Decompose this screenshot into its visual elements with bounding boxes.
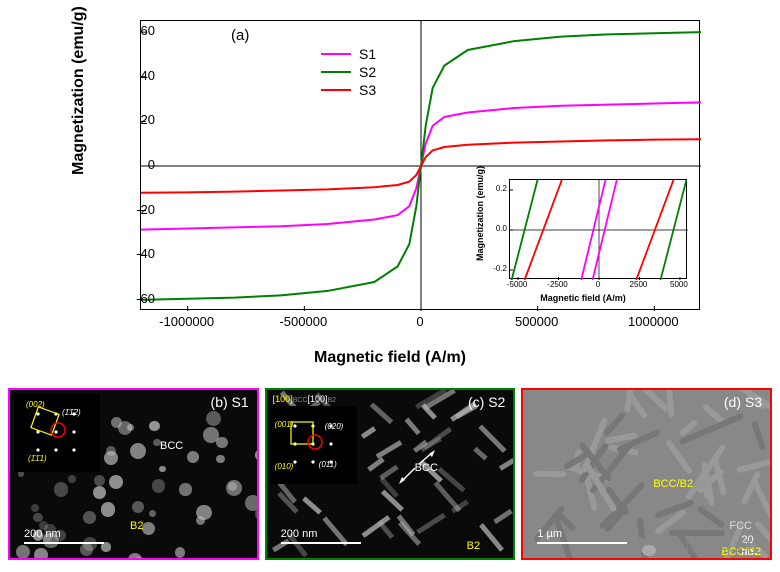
inset-x-tick: 0 bbox=[596, 280, 600, 289]
saed-inset-b: (002) (1̄1̄2) (1̄1̄1) bbox=[14, 394, 100, 472]
inset-plot-area bbox=[509, 179, 687, 279]
saed-label: (010) bbox=[275, 462, 294, 471]
y-tick: 0 bbox=[105, 157, 155, 172]
x-tick: 1000000 bbox=[628, 314, 679, 329]
legend-swatch bbox=[321, 71, 351, 73]
annotation: FCC bbox=[729, 520, 752, 532]
inset-x-tick: -2500 bbox=[547, 280, 567, 289]
y-axis-label: Magnetization (emu/g) bbox=[70, 6, 88, 175]
saed-label: (002) bbox=[26, 400, 45, 409]
saed-label: (001) bbox=[275, 420, 294, 429]
figure-container: Magnetization (emu/g) (a) S1 S2 S3 Magneti… bbox=[0, 0, 780, 572]
panel-label-d: (d) S3 bbox=[724, 394, 762, 410]
panel-label-b: (b) S1 bbox=[211, 394, 249, 410]
x-tick: 500000 bbox=[515, 314, 558, 329]
inset-x-tick: 5000 bbox=[670, 280, 688, 289]
watermark: 材料科学与工程 bbox=[630, 536, 760, 558]
micrograph-c: (c) S2 (001) (020) (010) (011) [100]BCC[100]B… bbox=[265, 388, 516, 560]
x-tick: 0 bbox=[416, 314, 423, 329]
legend-item: S2 bbox=[321, 64, 376, 80]
micrograph-b: (b) S1 (002) (1̄1̄2) (1̄1̄1) BCC B2 200 nm bbox=[8, 388, 259, 560]
y-tick: 40 bbox=[105, 68, 155, 83]
wechat-icon bbox=[630, 536, 656, 558]
scalebar-text: 200 nm bbox=[281, 528, 318, 540]
y-tick: -20 bbox=[105, 202, 155, 217]
inset-y-tick: 0.2 bbox=[477, 184, 507, 193]
saed-label: (1̄1̄2) bbox=[62, 408, 81, 417]
inset-svg bbox=[510, 180, 688, 280]
saed-label: (1̄1̄1) bbox=[28, 454, 47, 463]
legend-label: S2 bbox=[359, 64, 376, 80]
saed-inset-c: (001) (020) (010) (011) bbox=[271, 406, 357, 484]
inset-x-tick: 2500 bbox=[630, 280, 648, 289]
scalebar-text: 200 nm bbox=[24, 528, 61, 540]
inset-y-tick: 0.0 bbox=[477, 224, 507, 233]
scalebar-text: 1 µm bbox=[537, 528, 562, 540]
legend-label: S3 bbox=[359, 82, 376, 98]
watermark-text: 材料科学与工程 bbox=[662, 537, 760, 557]
panel-label-a: (a) bbox=[231, 27, 249, 44]
legend-item: S3 bbox=[321, 82, 376, 98]
legend-item: S1 bbox=[321, 46, 376, 62]
inset-y-label: Magnetization (emu/g) bbox=[475, 166, 485, 261]
scalebar bbox=[537, 542, 627, 544]
annotation: BCC/B2 bbox=[653, 478, 693, 490]
legend-swatch bbox=[321, 53, 351, 55]
y-tick: -60 bbox=[105, 291, 155, 306]
arrow-icon bbox=[397, 446, 437, 486]
x-axis-label: Magnetic field (A/m) bbox=[314, 349, 466, 367]
inset-chart: Magnetization (emu/g) Magnetic field (A/… bbox=[473, 173, 693, 303]
x-tick: -500000 bbox=[279, 314, 327, 329]
plot-area: (a) S1 S2 S3 Magnetization (emu/g) Magneti… bbox=[140, 20, 700, 310]
inset-x-label: Magnetic field (A/m) bbox=[540, 293, 626, 303]
scalebar bbox=[24, 542, 104, 544]
legend-label: S1 bbox=[359, 46, 376, 62]
saed-label: (011) bbox=[319, 460, 337, 469]
inset-x-tick: -5000 bbox=[507, 280, 527, 289]
inset-y-tick: -0.2 bbox=[477, 264, 507, 273]
annotation: B2 bbox=[130, 520, 143, 532]
annotation: B2 bbox=[467, 540, 480, 552]
y-tick: 60 bbox=[105, 23, 155, 38]
y-tick: 20 bbox=[105, 112, 155, 127]
scalebar bbox=[281, 542, 361, 544]
chart-panel-a: Magnetization (emu/g) (a) S1 S2 S3 Magneti… bbox=[60, 5, 720, 375]
zone-axis-label: [100]BCC[100]B2 bbox=[273, 394, 336, 404]
y-tick: -40 bbox=[105, 246, 155, 261]
saed-label: (020) bbox=[325, 422, 344, 431]
annotation: BCC bbox=[160, 440, 183, 452]
micrograph-d: (d) S3BCC/B2FCCBCC/B220 nm1 µm bbox=[521, 388, 772, 560]
legend: S1 S2 S3 bbox=[321, 46, 376, 100]
legend-swatch bbox=[321, 89, 351, 91]
x-tick: -1000000 bbox=[159, 314, 214, 329]
panel-label-c: (c) S2 bbox=[468, 394, 505, 410]
